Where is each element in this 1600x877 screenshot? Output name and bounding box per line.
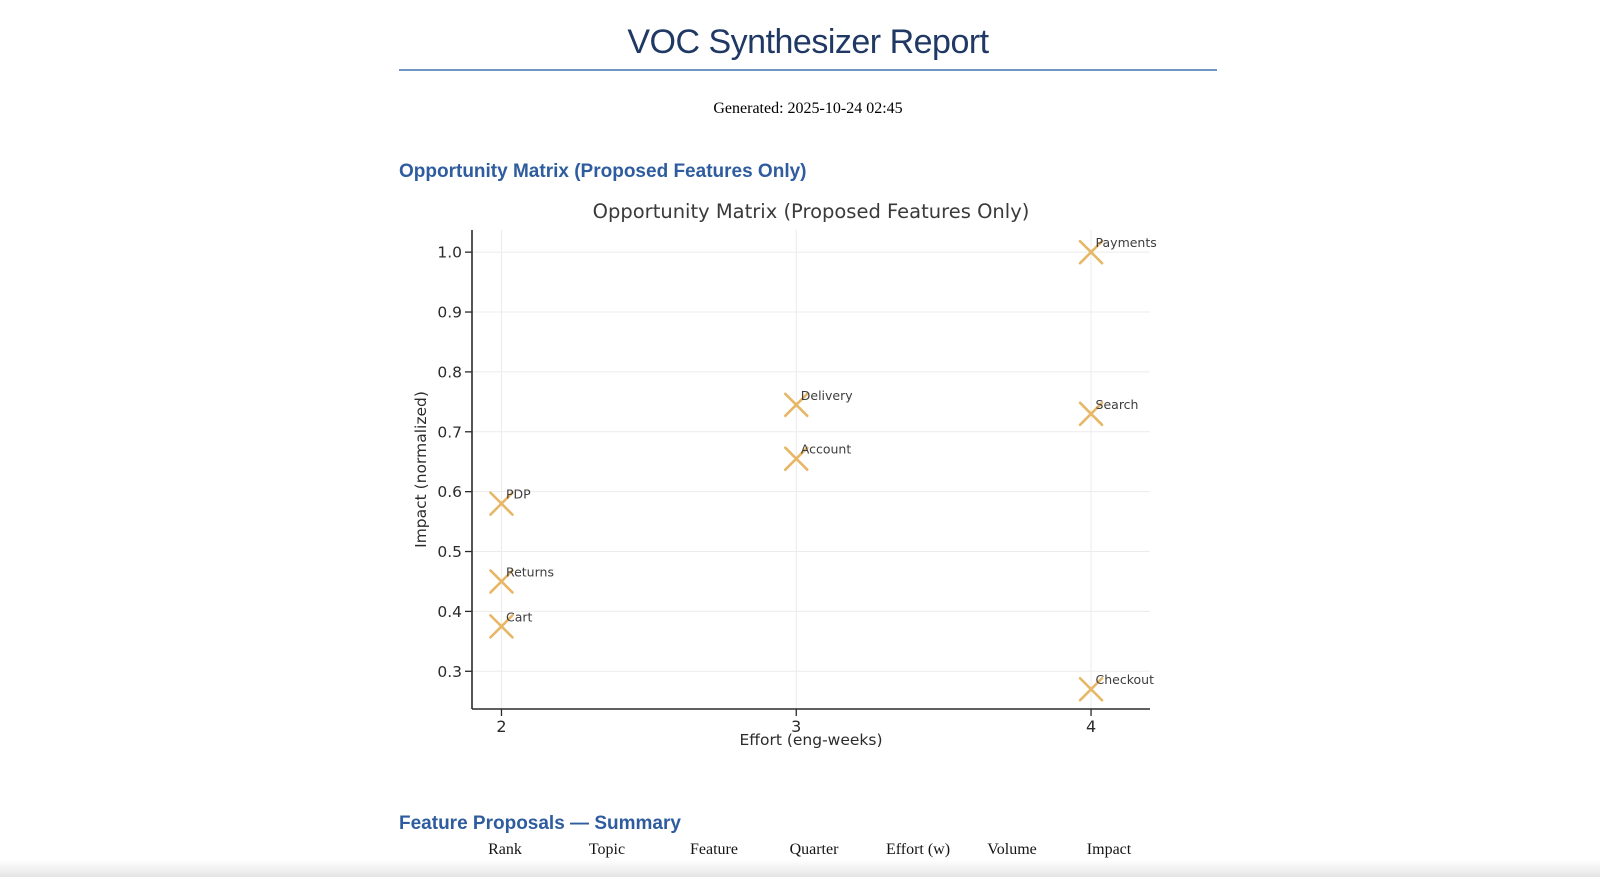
table-column-header: Feature [690, 841, 738, 858]
data-point-marker [1078, 676, 1104, 702]
x-tick-label: 2 [496, 717, 506, 736]
cutoff-table-row [0, 859, 1600, 877]
chart-title: Opportunity Matrix (Proposed Features On… [593, 200, 1030, 223]
y-axis-label: Impact (normalized) [412, 391, 430, 548]
x-axis-label: Effort (eng-weeks) [739, 731, 882, 749]
proposals-table-header: Rank Topic Feature Quarter Effort (w) Volume I… [399, 841, 1217, 863]
data-point-marker [489, 614, 514, 639]
y-tick-label: 0.8 [437, 363, 462, 381]
table-column-header: Volume [987, 841, 1037, 858]
table-column-header: Topic [588, 841, 626, 858]
y-tick-label: 0.9 [437, 304, 462, 322]
opportunity-matrix-chart: 0.3 0.4 0.5 0.6 0.7 0.8 0.9 1.0 2 3 4 Effort (eng-w… [412, 200, 1157, 749]
report-page: VOC Synthesizer Report Generated: 2025-1… [399, 0, 1217, 877]
data-point-label: Delivery [801, 388, 853, 403]
x-tick-label: 3 [791, 717, 801, 736]
section-heading-opportunity-matrix: Opportunity Matrix (Proposed Features On… [399, 161, 807, 182]
data-point-label: PDP [506, 487, 531, 502]
data-point-label: Checkout [1096, 672, 1155, 687]
y-tick-label: 1.0 [437, 244, 462, 262]
table-column-header: Impact [1086, 841, 1132, 858]
data-point-label: Account [801, 442, 852, 457]
data-point-marker [1078, 401, 1104, 427]
table-column-header: Quarter [789, 841, 839, 858]
y-tick-label: 0.7 [437, 423, 462, 441]
section-heading-feature-proposals: Feature Proposals — Summary [399, 813, 681, 834]
data-point-label: Search [1096, 397, 1139, 412]
data-point-label: Payments [1096, 235, 1157, 250]
title-rule [399, 69, 1217, 71]
table-column-header: Effort (w) [885, 841, 951, 858]
y-tick-label: 0.6 [437, 483, 462, 501]
y-tick-label: 0.3 [437, 663, 462, 681]
report-title: VOC Synthesizer Report [627, 23, 989, 61]
data-point-label: Cart [506, 609, 533, 624]
data-point-marker [1078, 239, 1104, 265]
x-tick-label: 4 [1086, 717, 1096, 736]
data-point-marker [783, 446, 809, 472]
data-point-marker [489, 491, 514, 516]
data-point-label: Returns [506, 564, 554, 579]
y-tick-label: 0.4 [437, 603, 462, 621]
opportunity-matrix-figure: 0.3 0.4 0.5 0.6 0.7 0.8 0.9 1.0 2 3 4 Effort (eng-w… [399, 192, 1217, 752]
table-column-header: Rank [488, 841, 522, 858]
y-tick-label: 0.5 [437, 543, 462, 561]
data-point-marker [489, 569, 514, 594]
generated-timestamp: Generated: 2025-10-24 02:45 [713, 100, 903, 117]
data-point-marker [783, 392, 809, 418]
